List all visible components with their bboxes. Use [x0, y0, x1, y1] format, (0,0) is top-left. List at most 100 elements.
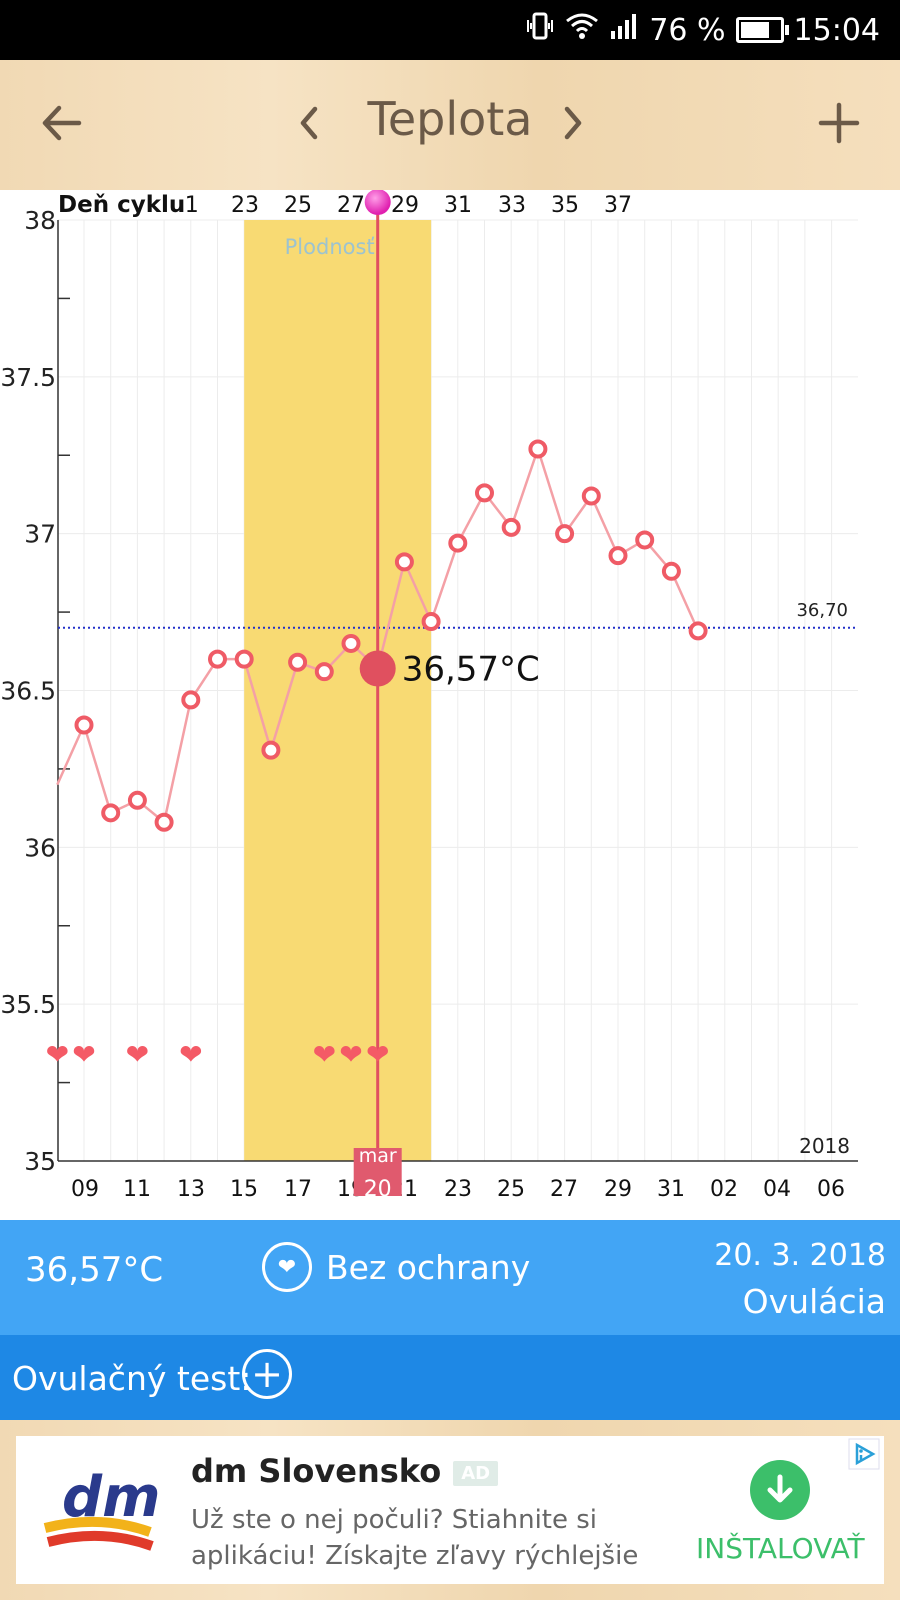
y-tick-label: 35.5 — [0, 990, 56, 1019]
top-axis-tick-label: 37 — [604, 193, 632, 218]
intercourse-heart-icon: ❤ — [366, 1038, 389, 1071]
temperature-point — [127, 790, 147, 810]
status-bar: 76 % 15:04 — [0, 0, 900, 60]
bottom-axis-tick-label: 25 — [497, 1177, 525, 1202]
bottom-axis-tick-label: 29 — [604, 1177, 632, 1202]
y-tick-label: 36.5 — [0, 677, 56, 706]
temperature-point — [635, 530, 655, 550]
y-tick-label: 35 — [24, 1147, 56, 1176]
ad-title: dm Slovensko AD — [191, 1452, 499, 1490]
ad-title-text: dm Slovensko — [191, 1452, 442, 1490]
temperature-point — [101, 803, 121, 823]
top-axis-tick-label: 31 — [444, 193, 472, 218]
top-axis-tick-label: 29 — [391, 193, 419, 218]
top-axis-tick-label: 27 — [337, 193, 365, 218]
bottom-axis-tick-label: 31 — [657, 1177, 685, 1202]
top-axis-label: Deň cyklu — [58, 192, 185, 218]
install-button[interactable]: INŠTALOVAŤ — [696, 1532, 865, 1565]
selected-temperature-point — [359, 650, 396, 687]
battery-percent: 76 % — [649, 12, 726, 48]
coverline-label: 36,70 — [796, 600, 848, 621]
temperature-point — [181, 690, 201, 710]
bottom-axis-tick-label: 06 — [817, 1177, 845, 1202]
temperature-point — [154, 812, 174, 832]
next-button[interactable] — [537, 88, 607, 158]
y-tick-label: 36 — [24, 833, 56, 862]
arrow-left-icon — [42, 105, 82, 141]
download-icon[interactable] — [750, 1460, 810, 1520]
intercourse-heart-icon: ❤ — [72, 1038, 95, 1071]
vibrate-icon — [525, 11, 555, 49]
temperature-point — [608, 546, 628, 566]
ovulation-test-label: Ovulačný test: — [12, 1359, 252, 1398]
bottom-axis-tick-label: 15 — [230, 1177, 258, 1202]
back-button[interactable] — [26, 88, 96, 158]
plus-icon — [818, 102, 860, 144]
bottom-axis-tick-label: 09 — [71, 1177, 99, 1202]
month-day-badge — [353, 1148, 402, 1196]
chevron-right-icon — [564, 106, 582, 140]
temperature-point — [314, 662, 334, 682]
chevron-left-icon — [300, 106, 318, 140]
ovulation-test-bar: Ovulačný test: + — [0, 1335, 900, 1420]
month-label: mar — [359, 1145, 397, 1167]
bottom-axis-tick-label: 02 — [710, 1177, 738, 1202]
page-title: Teplota — [367, 92, 533, 146]
app-header: Teplota — [0, 60, 900, 193]
temperature-chart-svg[interactable]: Plodnosť 38 37.5 37 36.5 36 35.5 35 36,70 Deň cyk… — [0, 189, 900, 1220]
add-ovulation-test-button[interactable]: + — [242, 1349, 292, 1399]
bottom-axis-tick-label: 11 — [123, 1177, 151, 1202]
protection-button[interactable]: ❤ Bez ochrany — [262, 1242, 530, 1292]
protection-label: Bez ochrany — [326, 1247, 531, 1287]
bottom-axis-tick-label: 17 — [284, 1177, 312, 1202]
temperature-point — [661, 561, 681, 581]
temperature-point — [208, 649, 227, 669]
y-tick-label: 37.5 — [0, 363, 56, 392]
cycle-day-marker — [364, 189, 391, 215]
y-tick-label: 38 — [24, 206, 56, 235]
clock: 15:04 — [793, 12, 880, 48]
temperature-chart[interactable]: Plodnosť 38 37.5 37 36.5 36 35.5 35 36,70 Deň cyk… — [0, 189, 900, 1220]
selected-day-label: 20 — [364, 1177, 392, 1202]
wifi-icon — [565, 11, 599, 49]
temperature-point — [555, 524, 575, 544]
day-info-bar: 36,57°C ❤ Bez ochrany 20. 3. 2018 Ovulác… — [0, 1220, 900, 1335]
temperature-point — [261, 740, 281, 760]
year-label: 2018 — [799, 1134, 850, 1158]
ad-card[interactable]: dm dm Slovensko AD Už ste o nej počuli? S… — [16, 1436, 884, 1584]
bottom-axis-tick-label: 27 — [550, 1177, 578, 1202]
signal-icon — [609, 11, 639, 49]
fertile-window — [244, 220, 432, 1161]
temperature-point — [421, 611, 441, 631]
top-axis-tick-label: 25 — [284, 193, 312, 218]
intercourse-heart-icon: ❤ — [126, 1038, 149, 1071]
intercourse-heart-icon: ❤ — [339, 1038, 362, 1071]
temperature-point — [581, 486, 601, 506]
temperature-point — [394, 552, 414, 572]
previous-button[interactable] — [275, 88, 345, 158]
top-axis-tick-label: 33 — [498, 193, 526, 218]
temperature-point — [288, 652, 308, 672]
y-tick-label: 37 — [24, 520, 56, 549]
ad-area: dm dm Slovensko AD Už ste o nej počuli? S… — [0, 1420, 900, 1600]
temperature-point — [234, 649, 254, 669]
intercourse-heart-icon: ❤ — [179, 1038, 202, 1071]
temperature-point — [74, 715, 94, 735]
dm-logo: dm — [40, 1456, 170, 1566]
add-button[interactable] — [804, 88, 874, 158]
bottom-axis-tick-label: 04 — [763, 1177, 791, 1202]
temperature-point — [501, 517, 521, 537]
top-axis-tick-label: 23 — [231, 193, 259, 218]
ad-description: Už ste o nej počuli? Stiahnite si apliká… — [191, 1505, 639, 1571]
temperature-point — [688, 621, 708, 641]
intercourse-heart-icon: ❤ — [313, 1038, 336, 1071]
top-axis-tick-label: 35 — [551, 193, 579, 218]
temperature-point — [528, 439, 548, 459]
adchoices-icon[interactable] — [848, 1438, 880, 1470]
heart-icon: ❤ — [262, 1242, 312, 1292]
selected-date: 20. 3. 2018 — [714, 1238, 886, 1273]
selected-temperature: 36,57°C — [25, 1250, 164, 1290]
temperature-point — [448, 533, 468, 553]
temperature-point — [341, 633, 361, 653]
battery-icon — [735, 17, 789, 43]
